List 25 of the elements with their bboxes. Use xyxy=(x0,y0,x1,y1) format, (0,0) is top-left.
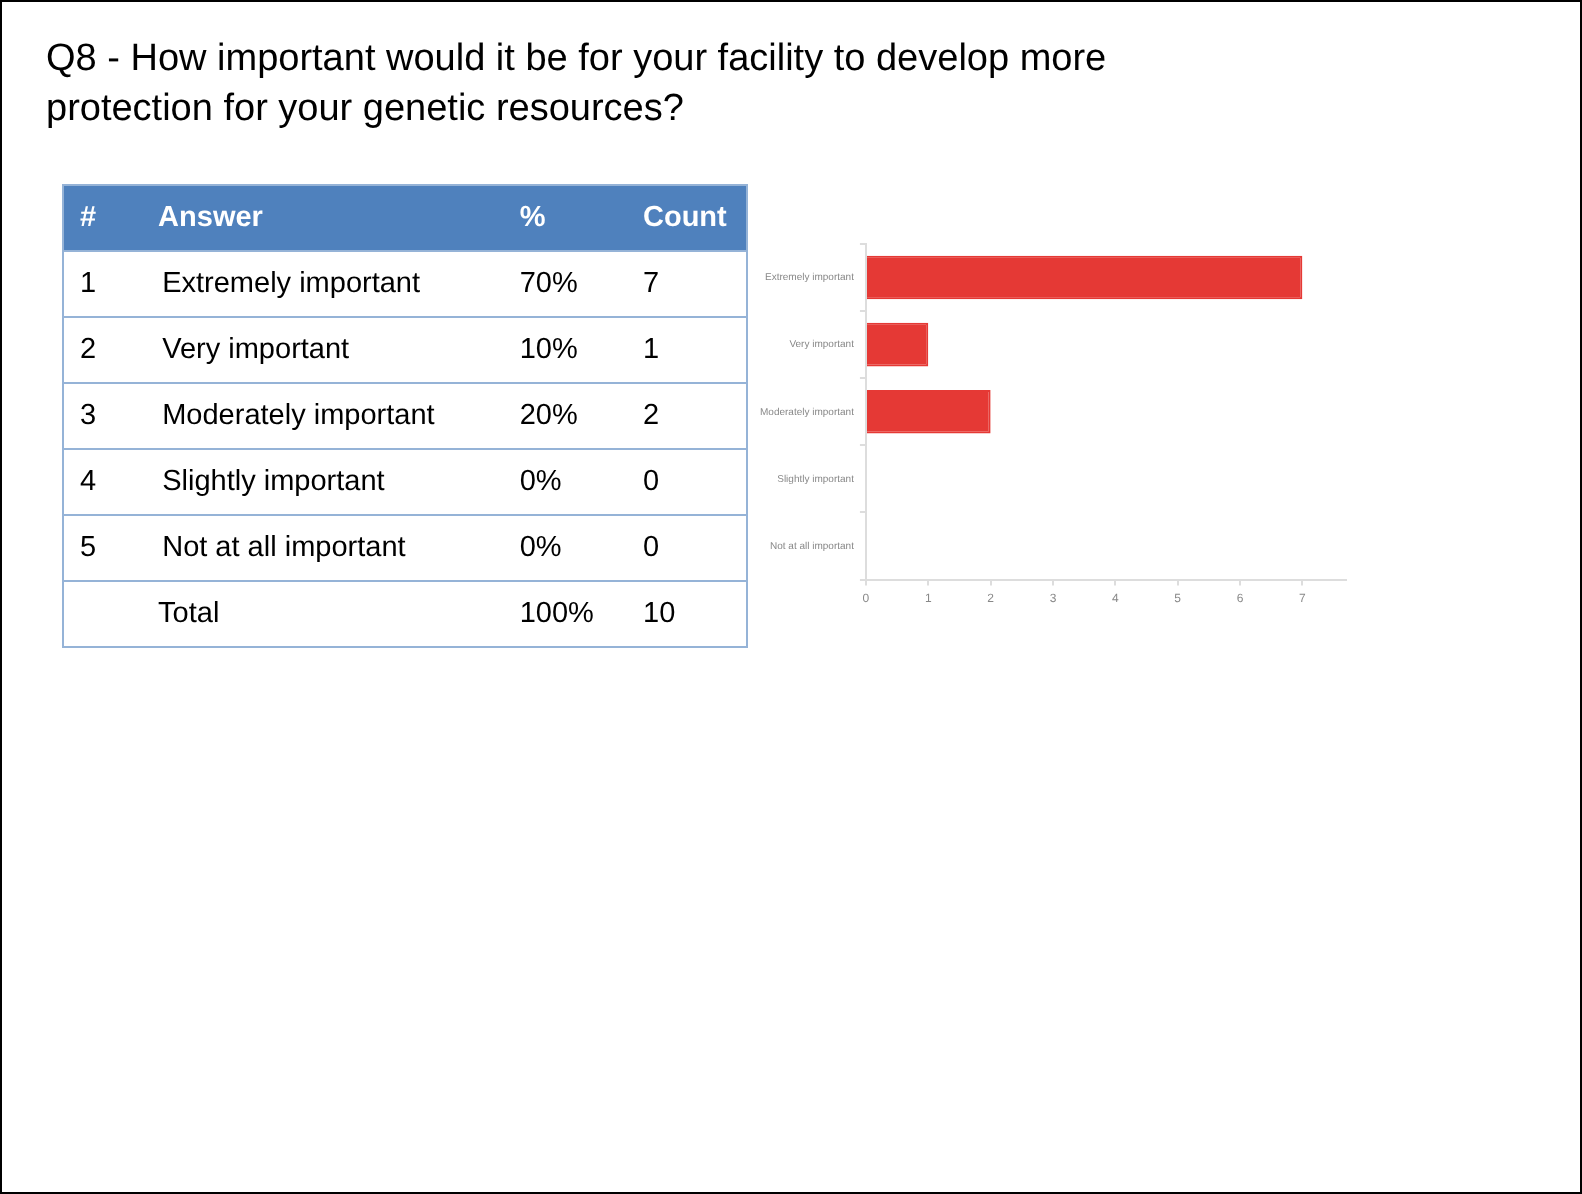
text: 70% xyxy=(503,251,627,317)
text: 3 Moderately important xyxy=(63,383,504,449)
text: 10% xyxy=(503,317,627,383)
text: Count xyxy=(627,185,747,251)
bar xyxy=(866,255,1303,300)
text: % xyxy=(503,185,627,251)
text: 0% xyxy=(503,515,627,581)
text: 1 Extremely important xyxy=(63,251,504,317)
text: 7 xyxy=(627,251,747,317)
bar xyxy=(866,389,991,434)
text: 0% xyxy=(503,449,627,515)
text: # xyxy=(63,185,143,251)
text: 5 Not at all important xyxy=(63,515,504,581)
text: 10 xyxy=(627,581,747,647)
text: 0 xyxy=(627,449,747,515)
text: Q8 - How important would it be for your facility to develop more protection for your genetic resources? xyxy=(46,36,1109,134)
text: Answer xyxy=(142,185,504,251)
text: 1 xyxy=(627,317,747,383)
text: Total xyxy=(142,581,504,647)
text: 100% xyxy=(503,581,627,647)
text: 4 Slightly important xyxy=(63,449,504,515)
bar xyxy=(866,322,929,367)
text: 2 Very important xyxy=(63,317,504,383)
text: 2 xyxy=(627,383,747,449)
text: 20% xyxy=(503,383,627,449)
